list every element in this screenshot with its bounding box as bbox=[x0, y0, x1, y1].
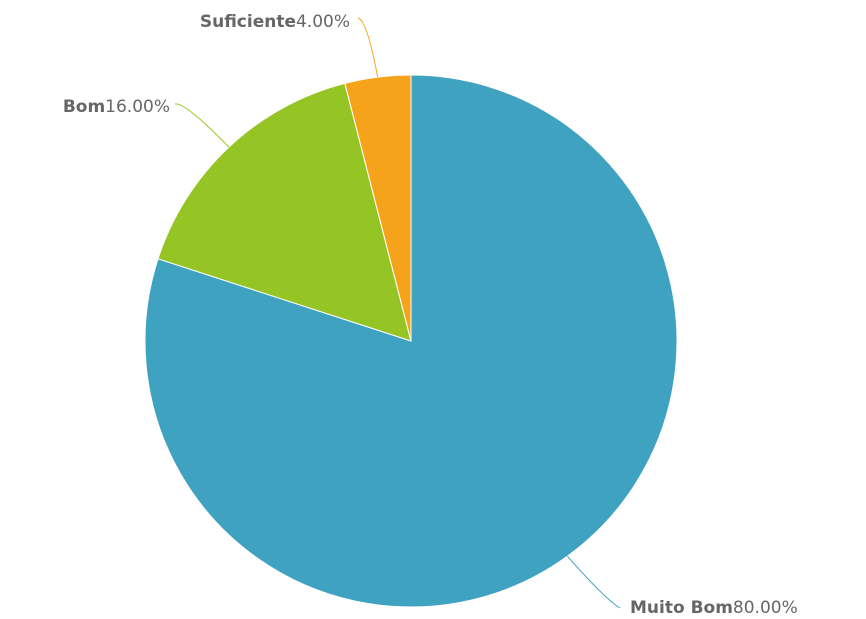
connector-line bbox=[357, 17, 379, 78]
slice-name: Suficiente bbox=[200, 12, 296, 32]
slice-label: Suficiente4.00% bbox=[200, 12, 350, 32]
slice-label: Muito Bom80.00% bbox=[630, 598, 798, 618]
slice-value: 4.00% bbox=[296, 12, 350, 32]
pie-slice bbox=[344, 74, 412, 342]
slice-value: 16.00% bbox=[105, 97, 170, 117]
slice-name: Bom bbox=[63, 97, 105, 117]
slice-value: 80.00% bbox=[733, 598, 798, 618]
connector-line bbox=[566, 555, 621, 609]
slice-name: Muito Bom bbox=[630, 598, 733, 618]
connector-line bbox=[174, 103, 230, 148]
slice-label: Bom16.00% bbox=[63, 97, 170, 117]
